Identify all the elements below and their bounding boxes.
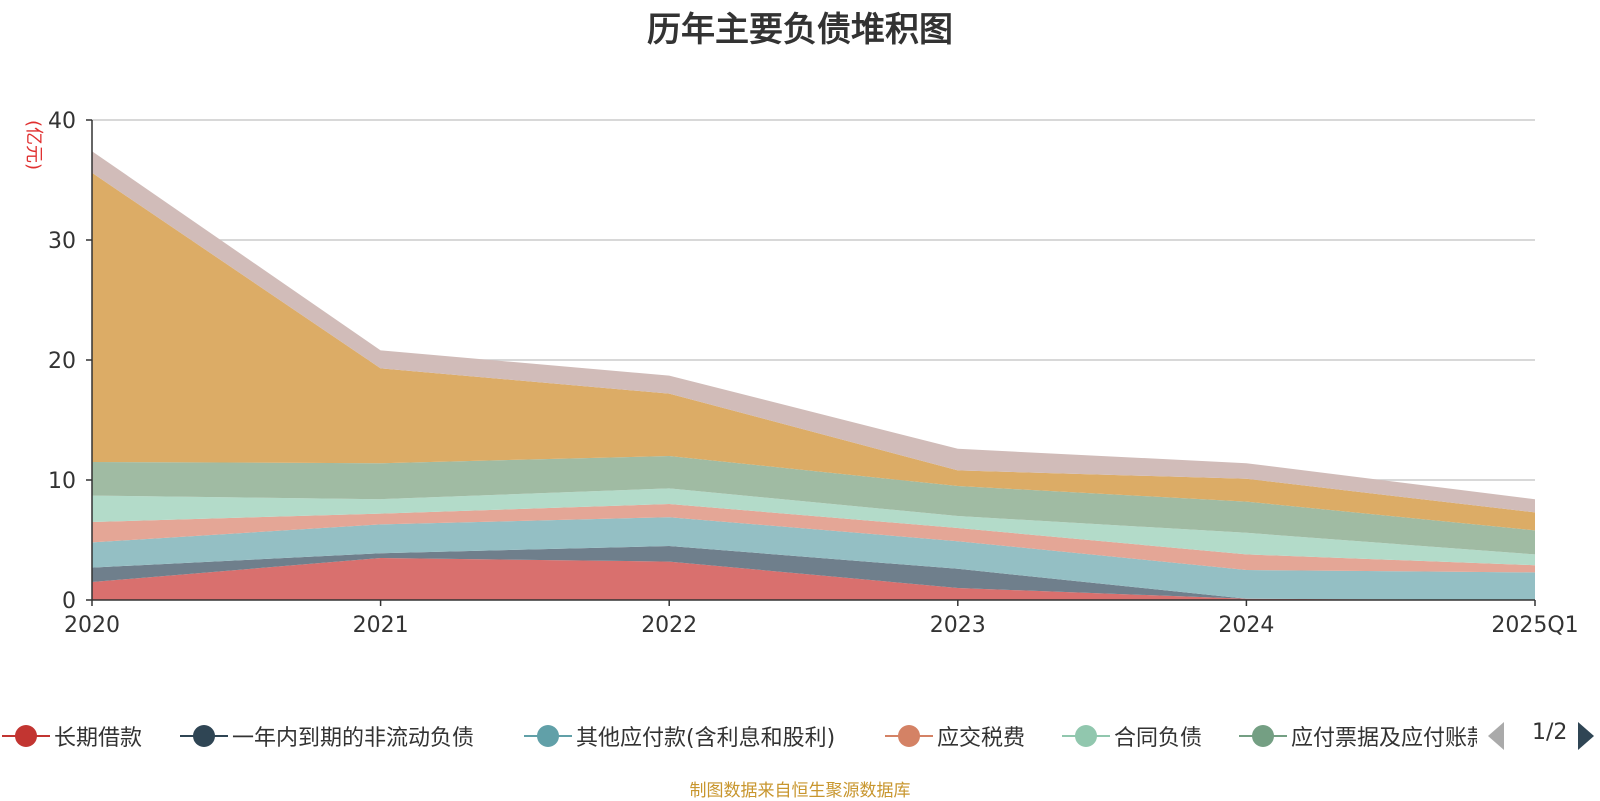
legend-next-icon[interactable] (1570, 718, 1600, 754)
legend-label: 其他应付款(含利息和股利) (576, 726, 836, 751)
legend-page-indicator: 1/2 (1532, 720, 1568, 745)
area-series-4 (92, 504, 1535, 573)
legend-label: 合同负债 (1114, 726, 1203, 751)
x-tick-label-2025Q1: 2025Q1 (1491, 613, 1578, 638)
legend-marker-icon (1062, 725, 1110, 747)
y-tick-label-30: 30 (48, 229, 76, 254)
x-tick-label-2022: 2022 (641, 613, 697, 638)
x-tick-label-2020: 2020 (64, 613, 120, 638)
legend-marker-icon (524, 725, 572, 747)
x-tick-label-2023: 2023 (930, 613, 986, 638)
x-tick-label-2024: 2024 (1218, 613, 1274, 638)
area-series-6 (92, 456, 1535, 555)
legend-marker-icon (885, 725, 933, 747)
legend-marker-icon (180, 725, 228, 747)
legend-label: 应付票据及应付账款 (1291, 726, 1477, 751)
legend-item-6[interactable]: 应付票据及应付账款 (1237, 718, 1477, 754)
legend-item-3[interactable]: 其他应付款(含利息和股利) (522, 718, 835, 754)
legend-prev-icon[interactable] (1482, 718, 1512, 754)
area-series-3 (92, 517, 1535, 600)
y-tick-label-20: 20 (48, 349, 76, 374)
area-series-7 (92, 172, 1535, 531)
source-note: 制图数据来自恒生聚源数据库 (689, 781, 911, 801)
legend-item-1[interactable]: 长期借款 (0, 718, 142, 754)
legend-marker-icon (1239, 725, 1287, 747)
legend-item-4[interactable]: 应交税费 (883, 718, 1025, 754)
x-tick-label-2021: 2021 (353, 613, 409, 638)
y-tick-label-0: 0 (62, 589, 76, 614)
legend-marker-icon (2, 725, 50, 747)
area-series-5 (92, 488, 1535, 566)
legend-label: 长期借款 (54, 726, 143, 751)
legend-item-5[interactable]: 合同负债 (1060, 718, 1202, 754)
y-tick-label-40: 40 (48, 109, 76, 134)
legend-pager: 1/2 (1482, 718, 1600, 754)
y-tick-label-10: 10 (48, 469, 76, 494)
legend-label: 应交税费 (937, 726, 1026, 751)
legend-label: 一年内到期的非流动负债 (232, 726, 475, 751)
area-series-2 (92, 546, 1535, 600)
area-series-1 (92, 558, 1535, 600)
legend-item-2[interactable]: 一年内到期的非流动负债 (178, 718, 474, 754)
chart-title: 历年主要负债堆积图 (647, 10, 953, 50)
y-axis-unit-label: (亿元) (23, 120, 44, 170)
